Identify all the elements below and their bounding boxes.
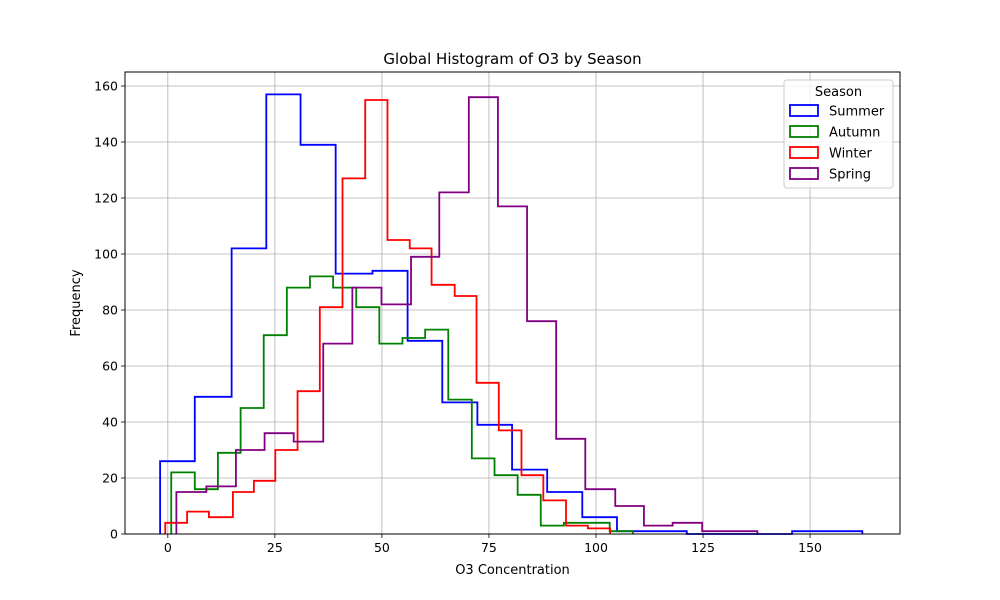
legend-label-winter: Winter xyxy=(829,147,873,162)
y-tick-label: 100 xyxy=(94,247,118,262)
legend-box xyxy=(783,79,894,189)
legend: Season Summer Autumn Winter Spring xyxy=(783,79,894,189)
y-tick-label: 140 xyxy=(94,135,118,150)
legend-title: Season xyxy=(815,85,862,100)
legend-swatch-winter xyxy=(789,146,819,159)
x-tick-label: 125 xyxy=(691,540,715,555)
legend-swatch-autumn xyxy=(789,125,819,138)
legend-label-summer: Summer xyxy=(829,105,885,120)
x-tick-label: 150 xyxy=(798,540,822,555)
legend-swatch-spring xyxy=(789,167,819,180)
y-tick-label: 20 xyxy=(102,471,118,486)
histogram-step-spring xyxy=(175,96,759,534)
y-axis-label: Frequency xyxy=(69,269,84,336)
y-tick-label: 60 xyxy=(102,359,118,374)
legend-label-autumn: Autumn xyxy=(829,126,880,141)
x-tick-label: 50 xyxy=(374,540,390,555)
histogram-step-autumn xyxy=(170,275,634,534)
legend-label-spring: Spring xyxy=(829,168,871,183)
x-axis-label: O3 Concentration xyxy=(455,563,570,578)
y-tick-label: 40 xyxy=(102,415,118,430)
y-tick-label: 0 xyxy=(110,527,118,542)
axis-ticks: 0 25 50 75 100 125 150 0 20 40 60 80 100 120 140 160 xyxy=(94,79,822,556)
y-tick-label: 80 xyxy=(102,303,118,318)
x-tick-label: 25 xyxy=(267,540,283,555)
y-tick-label: 160 xyxy=(94,79,118,94)
x-tick-label: 100 xyxy=(584,540,608,555)
x-tick-label: 0 xyxy=(164,540,172,555)
histogram-step-winter xyxy=(164,99,612,534)
chart-title: Global Histogram of O3 by Season xyxy=(383,50,641,68)
y-tick-label: 120 xyxy=(94,191,118,206)
plot-area-frame xyxy=(124,71,901,535)
legend-swatch-summer xyxy=(789,104,819,117)
x-tick-label: 75 xyxy=(481,540,497,555)
